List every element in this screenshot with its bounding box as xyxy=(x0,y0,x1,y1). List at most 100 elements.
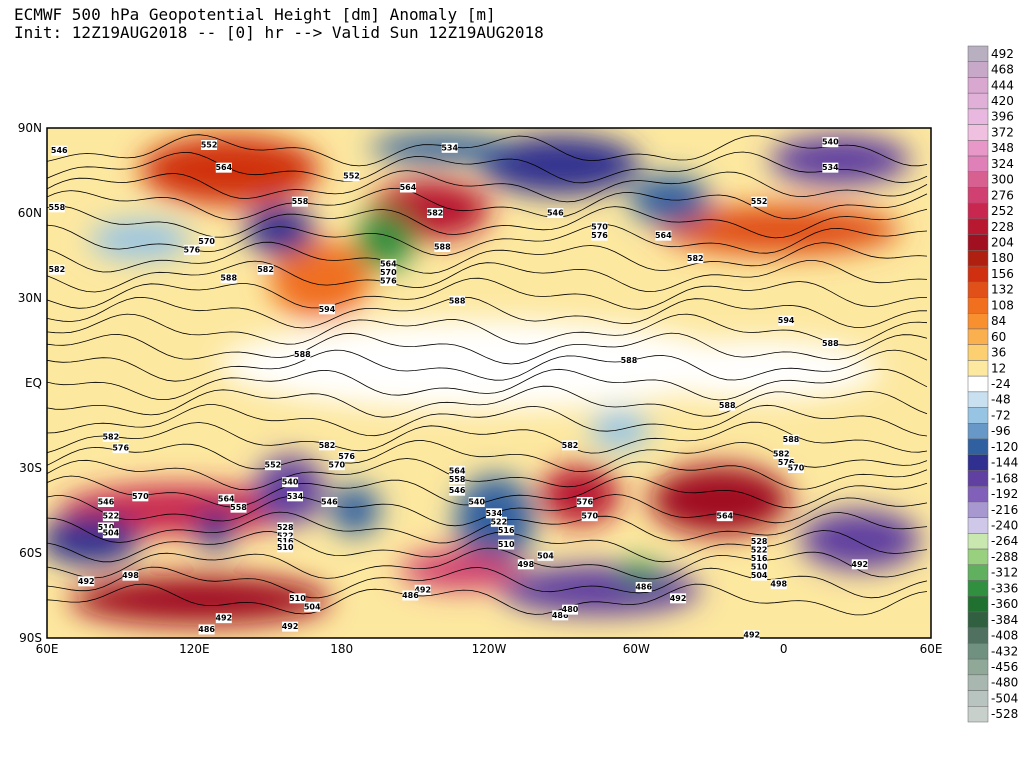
contour-label: 582 xyxy=(687,254,704,263)
contour-label-bg xyxy=(498,539,515,550)
contour-label-bg xyxy=(198,624,215,635)
contour-line xyxy=(47,385,928,418)
colorbar-label: -168 xyxy=(991,471,1018,485)
colorbar-swatch xyxy=(967,611,989,628)
colorbar-swatch xyxy=(967,501,989,518)
colorbar-label: -432 xyxy=(991,644,1018,658)
contour-label: 480 xyxy=(562,605,579,614)
contour-label: 504 xyxy=(751,571,768,580)
contour-label-bg xyxy=(822,137,839,148)
colorbar-label: -336 xyxy=(991,581,1018,595)
colorbar-label: 108 xyxy=(991,298,1014,312)
contour-label: 570 xyxy=(788,464,805,473)
contour-label-bg xyxy=(287,491,304,502)
contour-label-bg xyxy=(277,536,294,547)
contour-label-bg xyxy=(581,511,598,522)
contour-label: 564 xyxy=(400,183,417,192)
contour-label-bg xyxy=(97,497,114,507)
lat-label: 90S xyxy=(19,631,42,645)
contour-label-bg xyxy=(751,536,768,547)
contour-label-bg xyxy=(257,264,274,275)
contour-label: 510 xyxy=(289,594,306,603)
colorbar-swatch xyxy=(967,140,989,157)
contour-label-bg xyxy=(380,259,397,269)
colorbar-label: -384 xyxy=(991,613,1018,627)
colorbar-label: -528 xyxy=(991,707,1018,721)
contour-label: 498 xyxy=(770,580,787,589)
contour-label-bg xyxy=(719,400,736,411)
lon-label: 60E xyxy=(36,642,59,656)
colorbar-swatch xyxy=(967,375,989,393)
colorbar-label: 396 xyxy=(991,110,1014,124)
contour-label-bg xyxy=(112,443,129,454)
colorbar-swatch xyxy=(967,517,989,534)
contour-label: 588 xyxy=(434,243,451,252)
colorbar-label: 60 xyxy=(991,330,1006,344)
colorbar-swatch xyxy=(967,423,989,440)
contour-line xyxy=(47,205,928,239)
contour-label: 576 xyxy=(576,498,593,507)
colorbar-label: -216 xyxy=(991,503,1018,517)
colorbar-label: -24 xyxy=(991,377,1011,391)
contour-label: 546 xyxy=(51,146,68,155)
contour-label-bg xyxy=(402,590,419,601)
contour-label-bg xyxy=(102,528,119,539)
colorbar-swatch xyxy=(967,438,989,455)
contour-line xyxy=(47,583,928,616)
contour-label-bg xyxy=(441,142,458,153)
contour-line xyxy=(47,170,928,203)
contour-label-bg xyxy=(277,522,294,533)
colorbar-label: -312 xyxy=(991,566,1018,580)
contour-line xyxy=(47,134,928,167)
contour-label-bg xyxy=(743,630,760,641)
contour-label: 534 xyxy=(486,509,503,518)
contour-label-bg xyxy=(304,601,321,612)
colorbar-swatch xyxy=(967,344,989,361)
contour-label-bg xyxy=(770,579,787,590)
colorbar-swatch xyxy=(967,470,989,487)
contour-label-bg xyxy=(434,242,451,252)
contour-label: 540 xyxy=(468,498,485,507)
contour-label-bg xyxy=(282,621,299,632)
contour-label: 522 xyxy=(102,512,119,521)
colorbar-label: 180 xyxy=(991,251,1014,265)
colorbar-label: 36 xyxy=(991,346,1006,360)
contour-label: 552 xyxy=(751,197,768,206)
contour-label: 576 xyxy=(380,277,397,286)
contour-label: 588 xyxy=(822,339,839,348)
contour-label: 582 xyxy=(427,209,444,218)
contour-label: 552 xyxy=(265,461,282,470)
contour-label: 504 xyxy=(537,551,554,560)
lon-label: 120E xyxy=(179,642,210,656)
contour-label-bg xyxy=(183,244,200,255)
contour-label: 588 xyxy=(719,401,736,410)
contour-line xyxy=(47,547,928,580)
contour-label-bg xyxy=(51,145,68,156)
contour-label-bg xyxy=(498,525,515,536)
colorbar-swatch xyxy=(967,202,989,220)
colorbar-label: -144 xyxy=(991,456,1018,470)
contour-label-bg xyxy=(294,349,311,360)
contour-label-bg xyxy=(449,474,466,485)
lat-label: 60N xyxy=(18,206,42,220)
contour-label-bg xyxy=(102,431,119,442)
contour-label: 516 xyxy=(498,526,515,535)
lat-label: 90N xyxy=(18,121,42,135)
contour-label-bg xyxy=(783,434,800,445)
contour-label-bg xyxy=(822,338,839,349)
contour-label: 486 xyxy=(552,611,569,620)
contour-label: 540 xyxy=(822,138,839,147)
colorbar-swatch xyxy=(967,706,989,723)
colorbar-label: 12 xyxy=(991,361,1006,375)
contour-label: 564 xyxy=(449,466,466,475)
contour-label-bg xyxy=(321,497,338,507)
colorbar-swatch xyxy=(967,391,989,408)
contour-label: 564 xyxy=(716,512,733,521)
colorbar-label: 276 xyxy=(991,188,1014,202)
contour-label-bg xyxy=(380,276,397,286)
colorbar-label: -240 xyxy=(991,518,1018,532)
colorbar-swatch xyxy=(967,92,989,110)
contour-label: 492 xyxy=(215,614,232,623)
contour-label: 546 xyxy=(98,498,115,507)
colorbar-swatch xyxy=(967,108,989,125)
